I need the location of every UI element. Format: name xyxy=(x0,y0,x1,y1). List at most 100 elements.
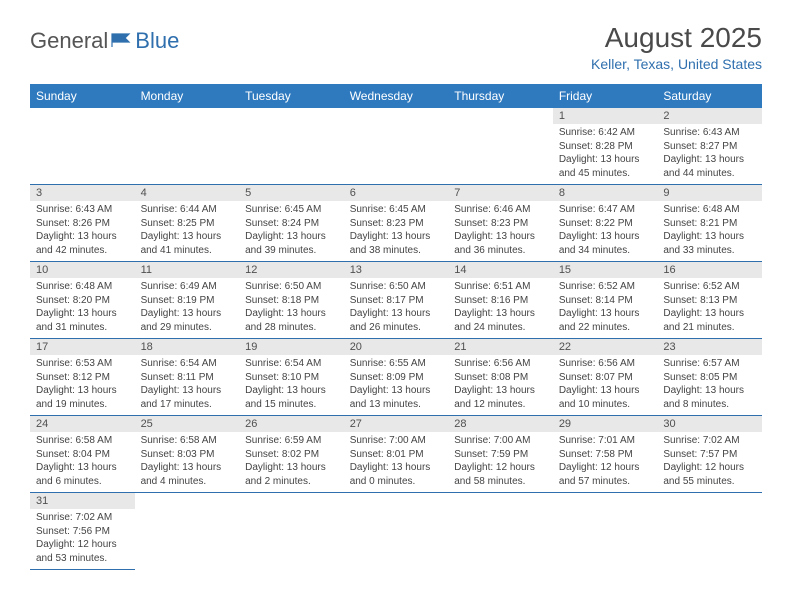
day-number: 11 xyxy=(135,262,240,278)
day-number: 10 xyxy=(30,262,135,278)
sunset-text: Sunset: 8:11 PM xyxy=(141,371,234,385)
day-cell: 23Sunrise: 6:57 AMSunset: 8:05 PMDayligh… xyxy=(657,339,762,416)
daylight-text: Daylight: 12 hours and 58 minutes. xyxy=(454,461,547,488)
day-info: Sunrise: 6:56 AMSunset: 8:07 PMDaylight:… xyxy=(553,355,658,415)
day-info: Sunrise: 6:45 AMSunset: 8:23 PMDaylight:… xyxy=(344,201,449,261)
sunset-text: Sunset: 8:28 PM xyxy=(559,140,652,154)
daylight-text: Daylight: 13 hours and 33 minutes. xyxy=(663,230,756,257)
day-cell: 18Sunrise: 6:54 AMSunset: 8:11 PMDayligh… xyxy=(135,339,240,416)
day-number: 28 xyxy=(448,416,553,432)
day-cell: 12Sunrise: 6:50 AMSunset: 8:18 PMDayligh… xyxy=(239,262,344,339)
sunrise-text: Sunrise: 7:00 AM xyxy=(454,434,547,448)
sunset-text: Sunset: 7:57 PM xyxy=(663,448,756,462)
day-info: Sunrise: 6:42 AMSunset: 8:28 PMDaylight:… xyxy=(553,124,658,184)
day-cell: 10Sunrise: 6:48 AMSunset: 8:20 PMDayligh… xyxy=(30,262,135,339)
sunrise-text: Sunrise: 7:02 AM xyxy=(663,434,756,448)
daylight-text: Daylight: 13 hours and 29 minutes. xyxy=(141,307,234,334)
day-info: Sunrise: 7:02 AMSunset: 7:57 PMDaylight:… xyxy=(657,432,762,492)
sunset-text: Sunset: 8:05 PM xyxy=(663,371,756,385)
day-info: Sunrise: 6:54 AMSunset: 8:11 PMDaylight:… xyxy=(135,355,240,415)
sunrise-text: Sunrise: 6:50 AM xyxy=(350,280,443,294)
sunset-text: Sunset: 8:12 PM xyxy=(36,371,129,385)
day-number: 26 xyxy=(239,416,344,432)
day-number: 15 xyxy=(553,262,658,278)
logo: General Blue xyxy=(30,28,179,54)
sunrise-text: Sunrise: 6:56 AM xyxy=(454,357,547,371)
day-cell: 8Sunrise: 6:47 AMSunset: 8:22 PMDaylight… xyxy=(553,185,658,262)
day-info: Sunrise: 6:48 AMSunset: 8:21 PMDaylight:… xyxy=(657,201,762,261)
daylight-text: Daylight: 13 hours and 12 minutes. xyxy=(454,384,547,411)
sunrise-text: Sunrise: 6:44 AM xyxy=(141,203,234,217)
day-number: 22 xyxy=(553,339,658,355)
col-saturday: Saturday xyxy=(657,84,762,108)
day-cell: 25Sunrise: 6:58 AMSunset: 8:03 PMDayligh… xyxy=(135,416,240,493)
daylight-text: Daylight: 13 hours and 42 minutes. xyxy=(36,230,129,257)
sunset-text: Sunset: 8:23 PM xyxy=(350,217,443,231)
day-cell xyxy=(30,108,135,185)
week-row: 3Sunrise: 6:43 AMSunset: 8:26 PMDaylight… xyxy=(30,185,762,262)
day-info: Sunrise: 6:47 AMSunset: 8:22 PMDaylight:… xyxy=(553,201,658,261)
day-info: Sunrise: 6:59 AMSunset: 8:02 PMDaylight:… xyxy=(239,432,344,492)
day-number: 24 xyxy=(30,416,135,432)
day-number: 9 xyxy=(657,185,762,201)
day-info: Sunrise: 6:43 AMSunset: 8:27 PMDaylight:… xyxy=(657,124,762,184)
col-friday: Friday xyxy=(553,84,658,108)
day-info: Sunrise: 7:00 AMSunset: 7:59 PMDaylight:… xyxy=(448,432,553,492)
daylight-text: Daylight: 13 hours and 36 minutes. xyxy=(454,230,547,257)
daylight-text: Daylight: 13 hours and 6 minutes. xyxy=(36,461,129,488)
day-cell xyxy=(448,493,553,570)
sunrise-text: Sunrise: 6:50 AM xyxy=(245,280,338,294)
day-info: Sunrise: 6:44 AMSunset: 8:25 PMDaylight:… xyxy=(135,201,240,261)
daylight-text: Daylight: 13 hours and 38 minutes. xyxy=(350,230,443,257)
calendar-table: Sunday Monday Tuesday Wednesday Thursday… xyxy=(30,84,762,570)
day-cell: 24Sunrise: 6:58 AMSunset: 8:04 PMDayligh… xyxy=(30,416,135,493)
daylight-text: Daylight: 13 hours and 17 minutes. xyxy=(141,384,234,411)
day-number: 19 xyxy=(239,339,344,355)
page-header: General Blue August 2025 Keller, Texas, … xyxy=(30,22,762,72)
sunset-text: Sunset: 8:18 PM xyxy=(245,294,338,308)
day-cell xyxy=(239,493,344,570)
day-cell: 29Sunrise: 7:01 AMSunset: 7:58 PMDayligh… xyxy=(553,416,658,493)
sunrise-text: Sunrise: 6:54 AM xyxy=(245,357,338,371)
col-monday: Monday xyxy=(135,84,240,108)
day-cell: 3Sunrise: 6:43 AMSunset: 8:26 PMDaylight… xyxy=(30,185,135,262)
day-info: Sunrise: 6:53 AMSunset: 8:12 PMDaylight:… xyxy=(30,355,135,415)
sunrise-text: Sunrise: 6:43 AM xyxy=(663,126,756,140)
day-cell: 28Sunrise: 7:00 AMSunset: 7:59 PMDayligh… xyxy=(448,416,553,493)
day-cell xyxy=(448,108,553,185)
sunset-text: Sunset: 8:23 PM xyxy=(454,217,547,231)
day-info: Sunrise: 7:02 AMSunset: 7:56 PMDaylight:… xyxy=(30,509,135,569)
sunset-text: Sunset: 8:22 PM xyxy=(559,217,652,231)
sunset-text: Sunset: 8:19 PM xyxy=(141,294,234,308)
sunrise-text: Sunrise: 6:51 AM xyxy=(454,280,547,294)
logo-blue: Blue xyxy=(135,28,179,54)
day-cell: 16Sunrise: 6:52 AMSunset: 8:13 PMDayligh… xyxy=(657,262,762,339)
sunrise-text: Sunrise: 6:54 AM xyxy=(141,357,234,371)
day-info: Sunrise: 6:46 AMSunset: 8:23 PMDaylight:… xyxy=(448,201,553,261)
col-thursday: Thursday xyxy=(448,84,553,108)
day-cell: 17Sunrise: 6:53 AMSunset: 8:12 PMDayligh… xyxy=(30,339,135,416)
sunrise-text: Sunrise: 6:42 AM xyxy=(559,126,652,140)
day-info: Sunrise: 6:50 AMSunset: 8:17 PMDaylight:… xyxy=(344,278,449,338)
daylight-text: Daylight: 13 hours and 10 minutes. xyxy=(559,384,652,411)
day-number: 1 xyxy=(553,108,658,124)
daylight-text: Daylight: 12 hours and 53 minutes. xyxy=(36,538,129,565)
daylight-text: Daylight: 13 hours and 41 minutes. xyxy=(141,230,234,257)
day-cell: 11Sunrise: 6:49 AMSunset: 8:19 PMDayligh… xyxy=(135,262,240,339)
week-row: 17Sunrise: 6:53 AMSunset: 8:12 PMDayligh… xyxy=(30,339,762,416)
sunset-text: Sunset: 8:16 PM xyxy=(454,294,547,308)
day-info: Sunrise: 6:58 AMSunset: 8:03 PMDaylight:… xyxy=(135,432,240,492)
sunrise-text: Sunrise: 6:48 AM xyxy=(663,203,756,217)
day-info: Sunrise: 6:54 AMSunset: 8:10 PMDaylight:… xyxy=(239,355,344,415)
sunset-text: Sunset: 7:56 PM xyxy=(36,525,129,539)
day-info: Sunrise: 6:45 AMSunset: 8:24 PMDaylight:… xyxy=(239,201,344,261)
day-cell: 31Sunrise: 7:02 AMSunset: 7:56 PMDayligh… xyxy=(30,493,135,570)
day-number: 23 xyxy=(657,339,762,355)
day-cell: 6Sunrise: 6:45 AMSunset: 8:23 PMDaylight… xyxy=(344,185,449,262)
day-cell: 14Sunrise: 6:51 AMSunset: 8:16 PMDayligh… xyxy=(448,262,553,339)
week-row: 31Sunrise: 7:02 AMSunset: 7:56 PMDayligh… xyxy=(30,493,762,570)
day-number: 12 xyxy=(239,262,344,278)
day-cell: 27Sunrise: 7:00 AMSunset: 8:01 PMDayligh… xyxy=(344,416,449,493)
day-cell xyxy=(239,108,344,185)
day-info: Sunrise: 6:50 AMSunset: 8:18 PMDaylight:… xyxy=(239,278,344,338)
